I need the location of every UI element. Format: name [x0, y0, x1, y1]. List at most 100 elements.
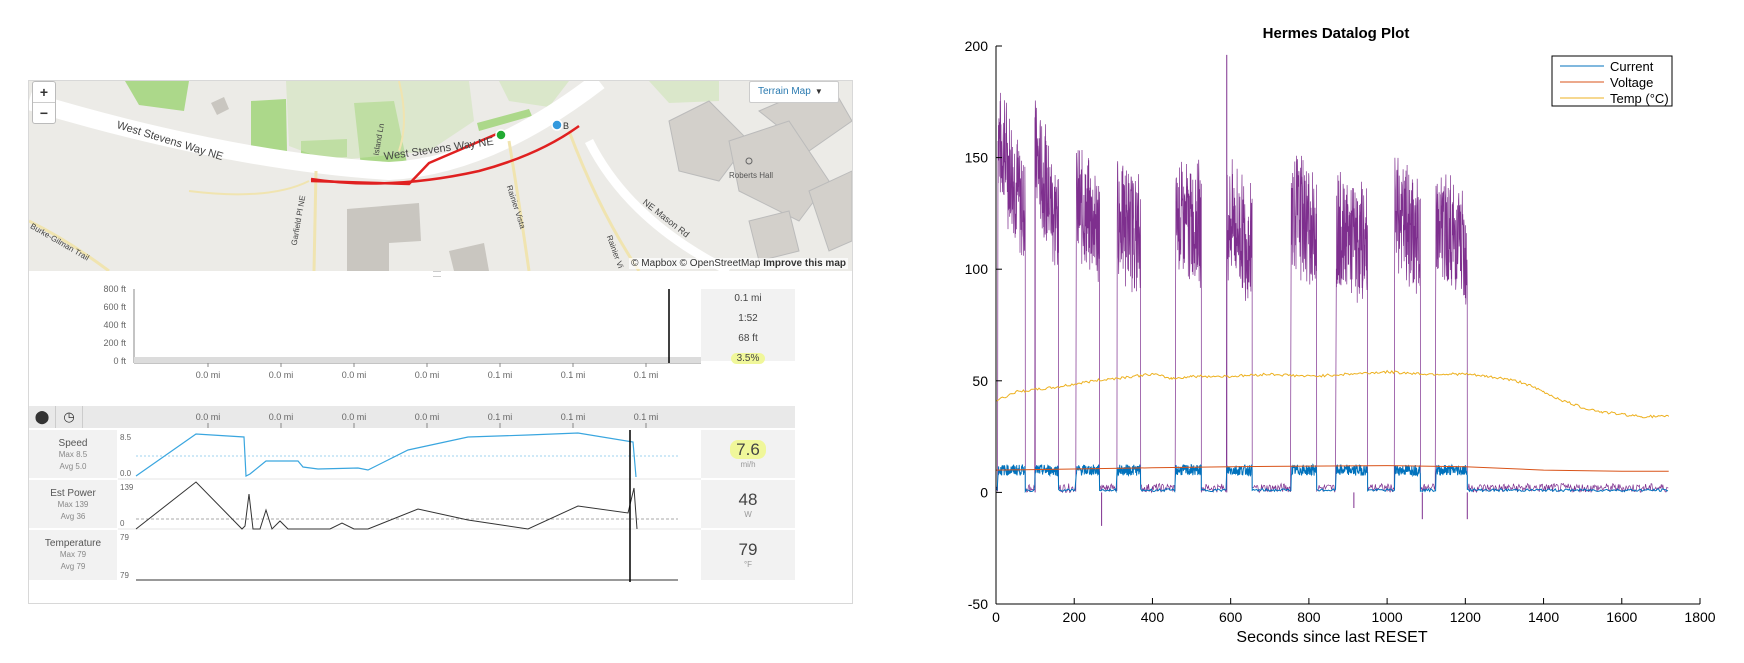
y-tick-label: 50 — [972, 373, 988, 389]
map-pin-button[interactable]: ⬤ — [29, 406, 56, 428]
map-pin-icon: ⬤ — [34, 409, 50, 424]
x-tick-label: 1800 — [1684, 609, 1715, 625]
legend-label: Temp (°C) — [1610, 91, 1669, 106]
zoom-in-button[interactable]: + — [39, 84, 49, 100]
temperature-label: Temperature Max 79 Avg 79 — [29, 530, 117, 580]
elevation-plot: 800 ft 600 ft 400 ft 200 ft 0 ft 0.0 mi 0.0 m… — [103, 284, 701, 380]
speed-title: Speed — [58, 438, 88, 449]
grade-value: 3.5% — [730, 353, 766, 364]
terrain-map-label: Terrain Map — [758, 86, 811, 97]
x-tick-label: 1400 — [1528, 609, 1559, 625]
power-max: Max 139 — [57, 500, 89, 509]
route-map[interactable]: B West Stevens Way NE West Stevens Way N… — [29, 81, 852, 271]
temperature-max: Max 79 — [59, 550, 87, 559]
toolbar-x-tick: 0.0 mi — [415, 412, 440, 422]
building-marker — [745, 157, 753, 165]
toolbar-x-tick: 0.1 mi — [634, 412, 659, 422]
elevation-x-tick: 0.1 mi — [561, 370, 586, 380]
speed-label: Speed Max 8.5 Avg 5.0 — [29, 430, 117, 478]
toolbar-x-tick: 0.0 mi — [269, 412, 294, 422]
toolbar-x-tick: 0.0 mi — [342, 412, 367, 422]
improve-map-link[interactable]: Improve this map — [763, 258, 846, 269]
temperature-axis-bottom: 79 — [120, 571, 129, 580]
datalog-chart: Hermes Datalog Plot Seconds since last R… — [936, 16, 1736, 661]
map-attribution: © Mapbox © OpenStreetMap Improve this ma… — [629, 258, 848, 269]
speed-avg: Avg 5.0 — [59, 462, 87, 471]
y-tick-label: 150 — [965, 150, 989, 166]
speed-axis-top: 8.5 — [120, 433, 132, 442]
elevation-x-tick: 0.0 mi — [415, 370, 440, 380]
elevation-x-tick: 0.0 mi — [269, 370, 294, 380]
elevation-y-tick: 600 ft — [103, 302, 126, 312]
end-label: B — [563, 121, 569, 131]
purple-series-line — [995, 92, 1669, 494]
clock-button[interactable]: ◷ — [56, 406, 83, 428]
power-readout: 48 W — [701, 480, 795, 528]
x-tick-label: 200 — [1063, 609, 1087, 625]
legend-label: Current — [1610, 59, 1654, 74]
x-tick-label: 1600 — [1606, 609, 1637, 625]
temp-series-line — [995, 369, 1670, 419]
temperature-axis-top: 79 — [120, 533, 129, 542]
power-axis-top: 139 — [120, 483, 134, 492]
start-marker — [495, 129, 507, 141]
metric-graphs: 8.5 0.0 139 0 79 79 — [118, 430, 701, 582]
x-tick-label: 800 — [1297, 609, 1321, 625]
toolbar-x-tick: 0.0 mi — [196, 412, 221, 422]
x-tick-label: 400 — [1141, 609, 1165, 625]
speed-value: 7.6 — [730, 440, 766, 459]
elevation-chart: 800 ft 600 ft 400 ft 200 ft 0 ft 0.0 mi 0.0 m… — [29, 277, 852, 409]
temperature-title: Temperature — [44, 538, 102, 549]
elevation-stats: 0.1 mi 1:52 68 ft 3.5% — [701, 289, 795, 364]
speed-axis-bottom: 0.0 — [120, 469, 132, 478]
metrics-toolbar: ⬤ ◷ 0.0 mi 0.0 mi 0.0 mi 0.0 mi 0.1 mi 0.1 mi… — [29, 406, 795, 428]
power-label: Est Power Max 139 Avg 36 — [29, 480, 117, 528]
chart-title: Hermes Datalog Plot — [1263, 25, 1410, 42]
legend-label: Voltage — [1610, 75, 1653, 90]
x-tick-label: 0 — [992, 609, 1000, 625]
temperature-avg: Avg 79 — [60, 562, 86, 571]
datalog-plot: Hermes Datalog Plot Seconds since last R… — [965, 25, 1716, 646]
end-marker — [551, 119, 563, 131]
resize-handle[interactable] — [433, 271, 441, 277]
elevation-y-tick: 200 ft — [103, 338, 126, 348]
x-tick-label: 1000 — [1372, 609, 1403, 625]
duration-stat: 1:52 — [738, 313, 758, 324]
speed-readout: 7.6 mi/h — [701, 430, 795, 478]
power-unit: W — [744, 510, 752, 519]
toolbar-x-tick: 0.1 mi — [561, 412, 586, 422]
distance-stat: 0.1 mi — [734, 293, 762, 304]
legend-box — [1551, 55, 1673, 107]
speed-max: Max 8.5 — [58, 450, 88, 459]
clock-icon: ◷ — [63, 409, 75, 424]
y-tick-label: 200 — [965, 38, 989, 54]
x-tick-label: 600 — [1219, 609, 1243, 625]
elevation-x-tick: 0.0 mi — [342, 370, 367, 380]
ride-panel: B West Stevens Way NE West Stevens Way N… — [28, 80, 853, 604]
speed-unit: mi/h — [740, 460, 756, 469]
toolbar-axis: 0.0 mi 0.0 mi 0.0 mi 0.0 mi 0.1 mi 0.1 mi 0.1 … — [196, 412, 659, 428]
toolbar-x-tick: 0.1 mi — [488, 412, 513, 422]
temperature-readout: 79 °F — [701, 530, 795, 580]
caret-down-icon: ▼ — [814, 87, 823, 96]
x-axis-label: Seconds since last RESET — [1236, 629, 1427, 646]
grade-stat: 3.5% — [701, 349, 795, 369]
power-avg: Avg 36 — [60, 512, 86, 521]
elevation-gain-stat: 68 ft — [738, 333, 758, 344]
elevation-y-tick: 0 ft — [113, 356, 126, 366]
voltage-series-line — [995, 465, 1669, 472]
terrain-map-dropdown[interactable]: Terrain Map ▼ — [749, 81, 839, 103]
elevation-y-tick: 400 ft — [103, 320, 126, 330]
elevation-x-tick: 0.0 mi — [196, 370, 221, 380]
elevation-x-tick: 0.1 mi — [488, 370, 513, 380]
power-axis-bottom: 0 — [120, 519, 125, 528]
zoom-out-button[interactable]: − — [33, 102, 55, 123]
power-value: 48 — [738, 490, 758, 509]
y-tick-label: 0 — [980, 484, 988, 500]
power-title: Est Power — [50, 488, 96, 499]
elevation-x-tick: 0.1 mi — [634, 370, 659, 380]
y-tick-label: -50 — [968, 596, 988, 612]
attribution-text: © Mapbox © OpenStreetMap — [631, 258, 761, 269]
y-tick-label: 100 — [965, 261, 989, 277]
